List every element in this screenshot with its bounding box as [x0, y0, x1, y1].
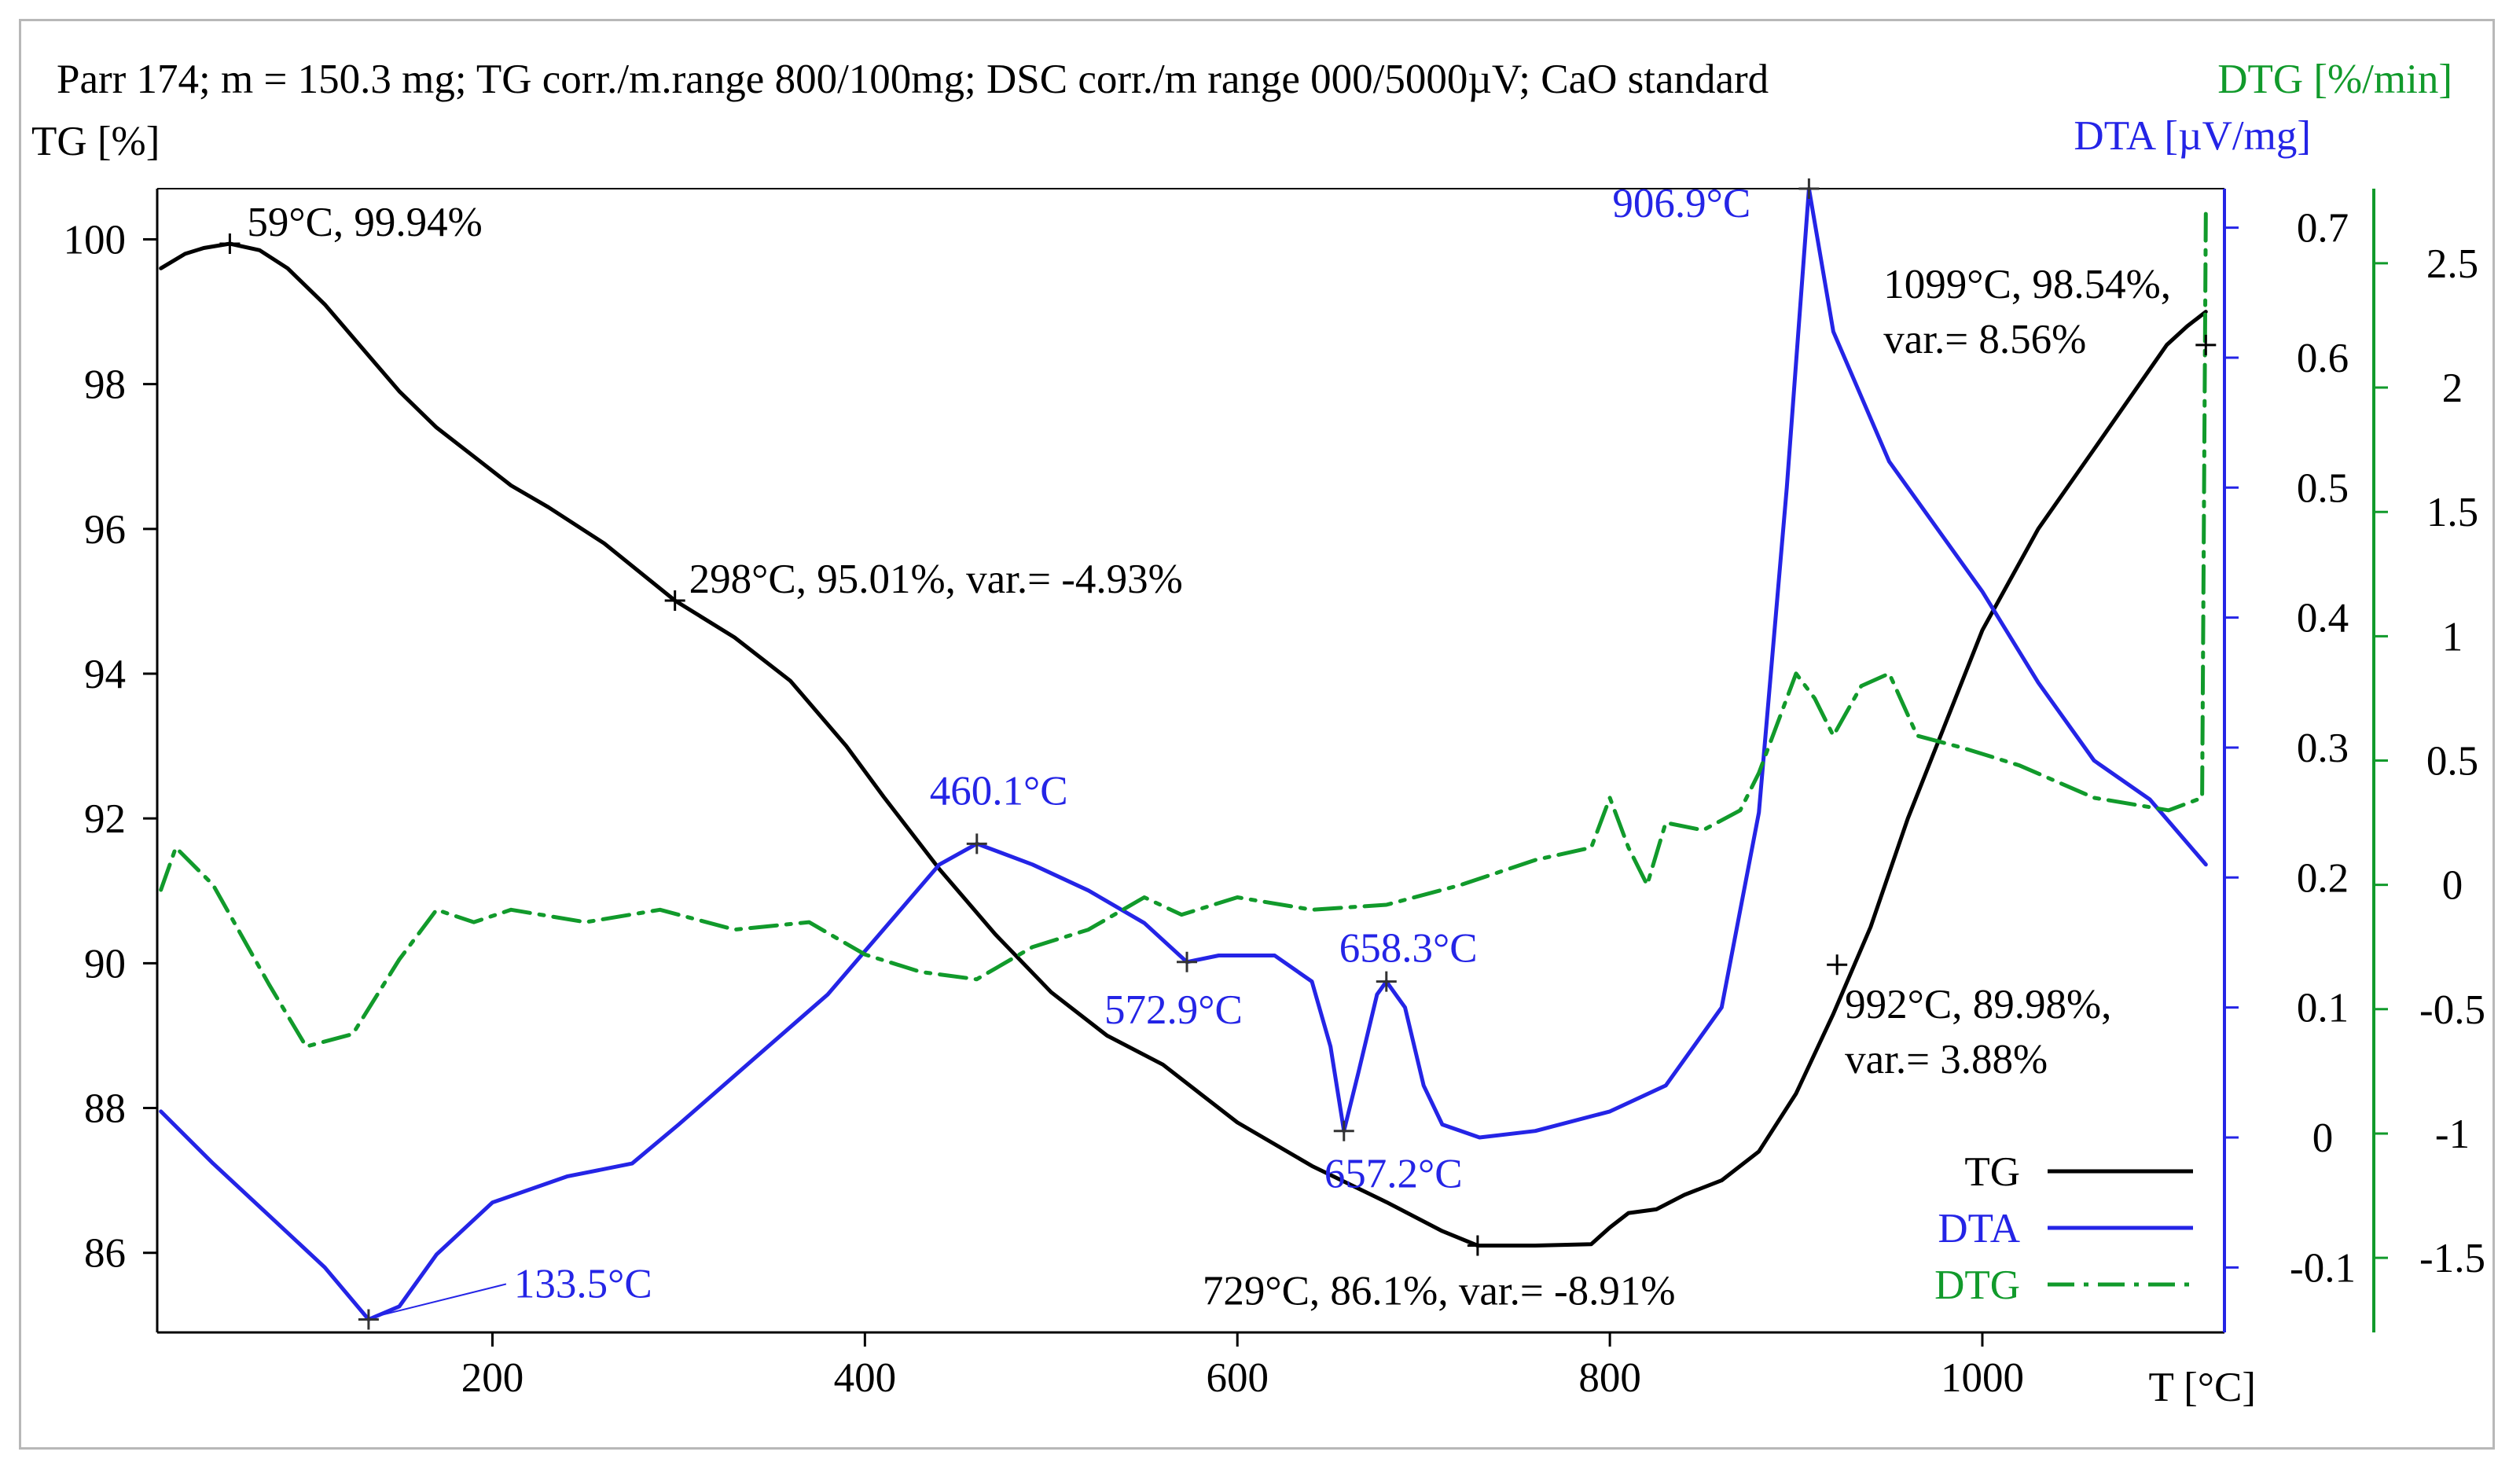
tg-tick-label: 88	[84, 1086, 126, 1132]
annotation-label: 992°C, 89.98%,	[1845, 982, 2111, 1027]
annotation-marker	[966, 833, 987, 854]
tg-tick-label: 94	[84, 652, 126, 697]
legend-label-dta: DTA	[1938, 1206, 2020, 1251]
annotation-label-line2: var.= 3.88%	[1845, 1037, 2048, 1082]
legend: TG DTA DTG	[1934, 1149, 2193, 1308]
dtg-tick-label: 2.5	[2426, 241, 2478, 287]
annotation-marker	[1177, 951, 1198, 972]
annotation-label: 572.9°C	[1104, 987, 1243, 1033]
tg-tick-label: 98	[84, 362, 126, 408]
annotations-layer: 59°C, 99.94% 298°C, 95.01%, var.= -4.93% 7…	[219, 178, 2217, 1330]
dta-axis-label: DTA [µV/mg]	[2074, 113, 2311, 159]
dtg-tick-label: -1	[2435, 1112, 2470, 1157]
tg-tick-label: 90	[84, 941, 126, 987]
annotation-label: 906.9°C	[1612, 181, 1750, 226]
annotation-label: 657.2°C	[1324, 1152, 1463, 1197]
series-line-tg	[159, 241, 2208, 1248]
tg-tick-label: 92	[84, 796, 126, 842]
dta-tick-label: 0.3	[2297, 726, 2349, 771]
legend-label-dtg: DTG	[1934, 1262, 2020, 1308]
axes-layer: 200 400 600 800 1000 86 88 90 92 94 96 98 100 -0.1 0 0.…	[64, 188, 2485, 1401]
annotation-label: 59°C, 99.94%	[247, 200, 482, 245]
x-tick-label: 600	[1206, 1355, 1269, 1401]
tg-axis-label: TG [%]	[31, 119, 160, 164]
x-tick-label: 200	[461, 1355, 524, 1401]
chart-title: Parr 174; m = 150.3 mg; TG corr./m.range…	[57, 57, 1769, 102]
dtg-tick-label: 0.5	[2426, 739, 2478, 785]
x-tick-label: 800	[1578, 1355, 1641, 1401]
x-axis-label: T [°C]	[2148, 1365, 2256, 1410]
tg-tick-label: 100	[64, 217, 127, 263]
tg-tick-label: 86	[84, 1231, 126, 1277]
dtg-tick-label: 1	[2442, 614, 2463, 660]
annotation-marker	[1376, 971, 1397, 992]
dta-tick-label: 0.4	[2297, 596, 2349, 641]
series-line-dtg	[159, 211, 2208, 1049]
annotation-marker	[2195, 334, 2217, 355]
figure-frame	[19, 19, 2495, 1450]
dta-tick-label: 0.2	[2297, 855, 2349, 901]
annotation-label: 133.5°C	[514, 1261, 652, 1306]
x-tick-label: 400	[834, 1355, 897, 1401]
dta-tick-label: -0.1	[2290, 1245, 2356, 1291]
annotation-label: 729°C, 86.1%, var.= -8.91%	[1203, 1268, 1676, 1314]
dta-tick-label: 0.6	[2297, 336, 2349, 381]
dtg-tick-label: 0	[2442, 863, 2463, 909]
annotation-label: 1099°C, 98.54%,	[1883, 262, 2171, 307]
annotation-marker	[664, 590, 685, 611]
annotation-marker	[1333, 1120, 1354, 1141]
dtg-tick-label: -0.5	[2419, 987, 2485, 1033]
dta-tick-label: 0.1	[2297, 986, 2349, 1031]
annotation-marker	[1798, 178, 1820, 199]
dta-tick-label: 0	[2312, 1115, 2334, 1161]
legend-label-tg: TG	[1964, 1149, 2020, 1195]
x-tick-label: 1000	[1941, 1355, 2024, 1401]
annotation-marker	[219, 233, 241, 254]
dtg-tick-label: -1.5	[2419, 1236, 2485, 1281]
annotation-label: 298°C, 95.01%, var.= -4.93%	[689, 557, 1183, 602]
annotation-marker	[358, 1309, 379, 1330]
series-line-dta	[159, 186, 2208, 1321]
dta-tick-label: 0.7	[2297, 206, 2349, 252]
annotation-marker	[1467, 1235, 1488, 1256]
dtg-tick-label: 1.5	[2426, 490, 2478, 535]
dtg-tick-label: 2	[2442, 366, 2463, 411]
annotation-marker	[1827, 954, 1848, 976]
annotation-label: 460.1°C	[930, 768, 1068, 814]
dta-tick-label: 0.5	[2297, 465, 2349, 511]
dtg-axis-label: DTG [%/min]	[2217, 57, 2452, 102]
annotation-label: 658.3°C	[1339, 926, 1478, 972]
series-layer	[159, 186, 2208, 1321]
annotation-label-line2: var.= 8.56%	[1883, 317, 2086, 362]
tg-tick-label: 96	[84, 507, 126, 553]
annotation-leader-line	[376, 1283, 507, 1317]
